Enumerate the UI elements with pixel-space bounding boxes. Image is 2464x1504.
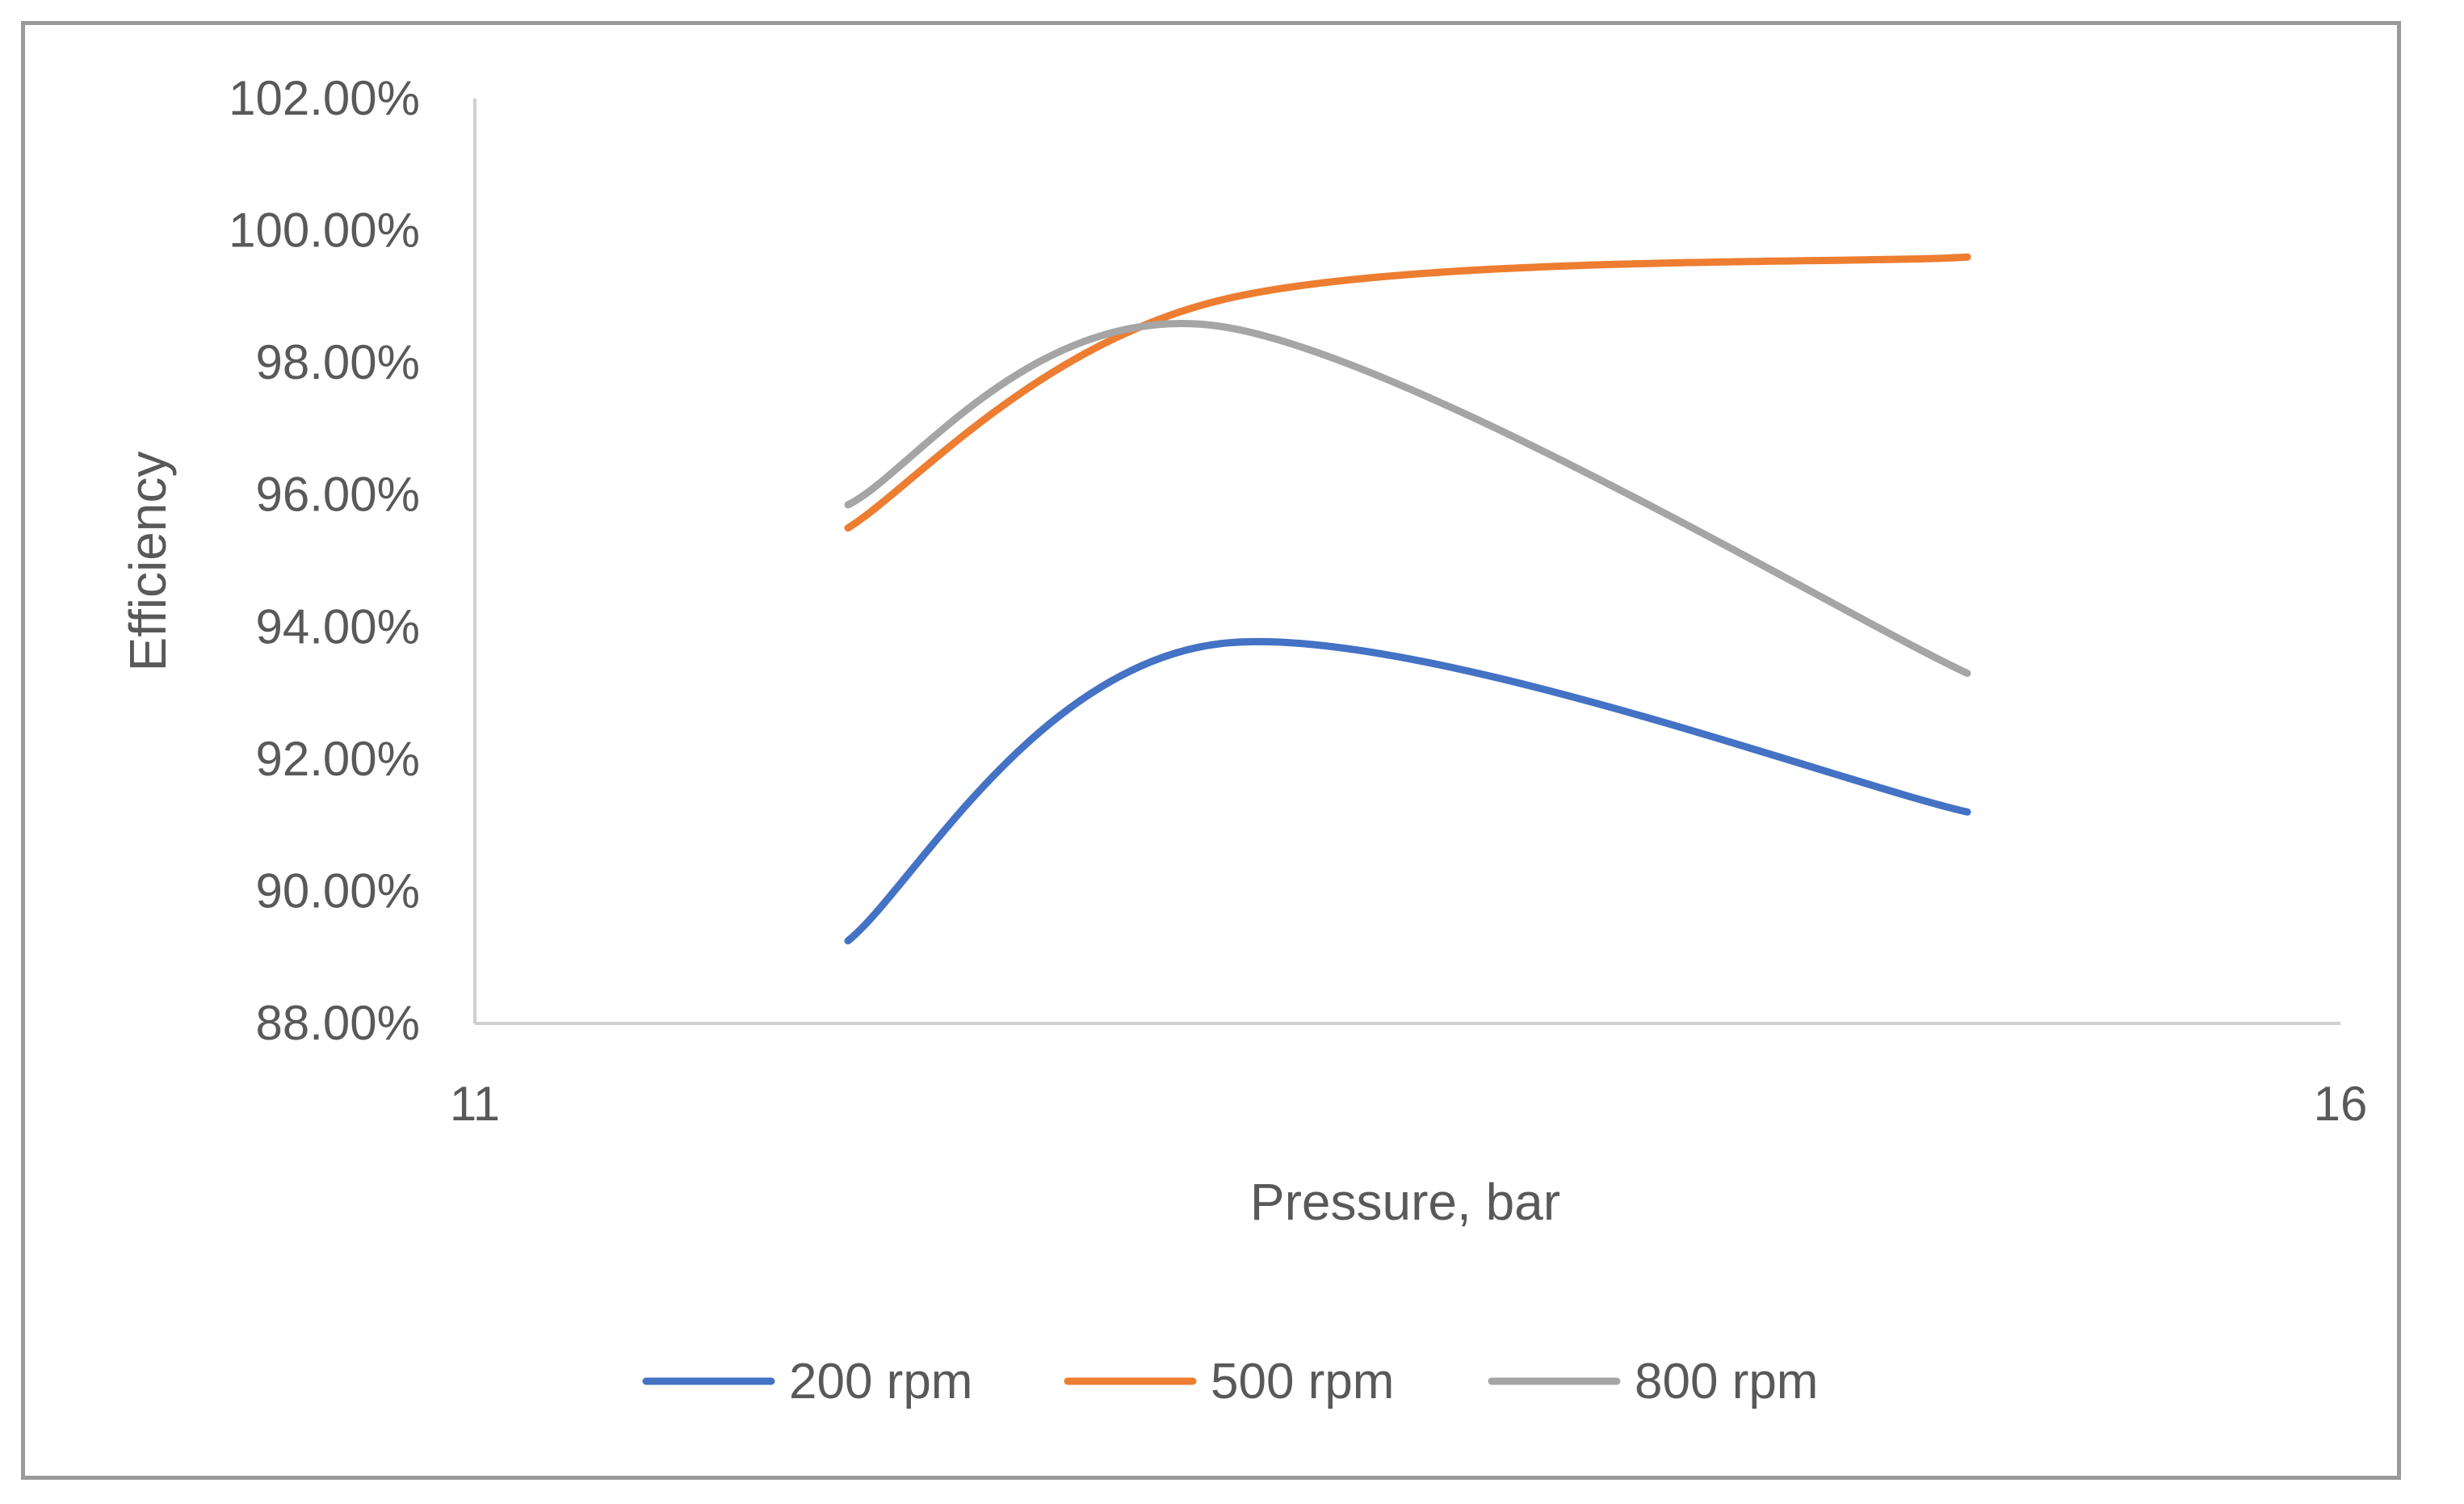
y-tick-label: 90.00% [256,863,421,918]
series-lines [844,253,1971,945]
legend: 200 rpm 500 rpm 800 rpm [642,1354,1818,1409]
x-tick-labels: 11 16 [450,1077,2368,1131]
x-tick-label: 11 [450,1077,500,1131]
chart-frame [21,21,2401,1480]
series-line-500-rpm [844,253,1971,532]
legend-label: 800 rpm [1635,1354,1818,1409]
y-axis-title: Efficiency [119,452,177,672]
y-tick-label: 98.00% [256,335,421,389]
x-tick-label: 16 [2314,1077,2368,1131]
series-line-800-rpm [844,319,1971,678]
y-tick-label: 100.00% [229,204,420,258]
y-tick-label: 88.00% [256,996,421,1050]
series-line-200-rpm [844,637,1971,945]
legend-label: 200 rpm [789,1354,972,1409]
y-tick-label: 102.00% [229,71,420,125]
y-tick-label: 94.00% [256,599,421,653]
legend-label: 500 rpm [1211,1354,1394,1409]
y-tick-labels: 88.00% 90.00% 92.00% 94.00% 96.00% 98.00% 100.… [229,71,420,1050]
y-tick-label: 96.00% [256,468,421,522]
axes [473,99,2340,1025]
x-axis-title: Pressure, bar [1250,1173,1560,1231]
y-tick-label: 92.00% [256,732,421,786]
